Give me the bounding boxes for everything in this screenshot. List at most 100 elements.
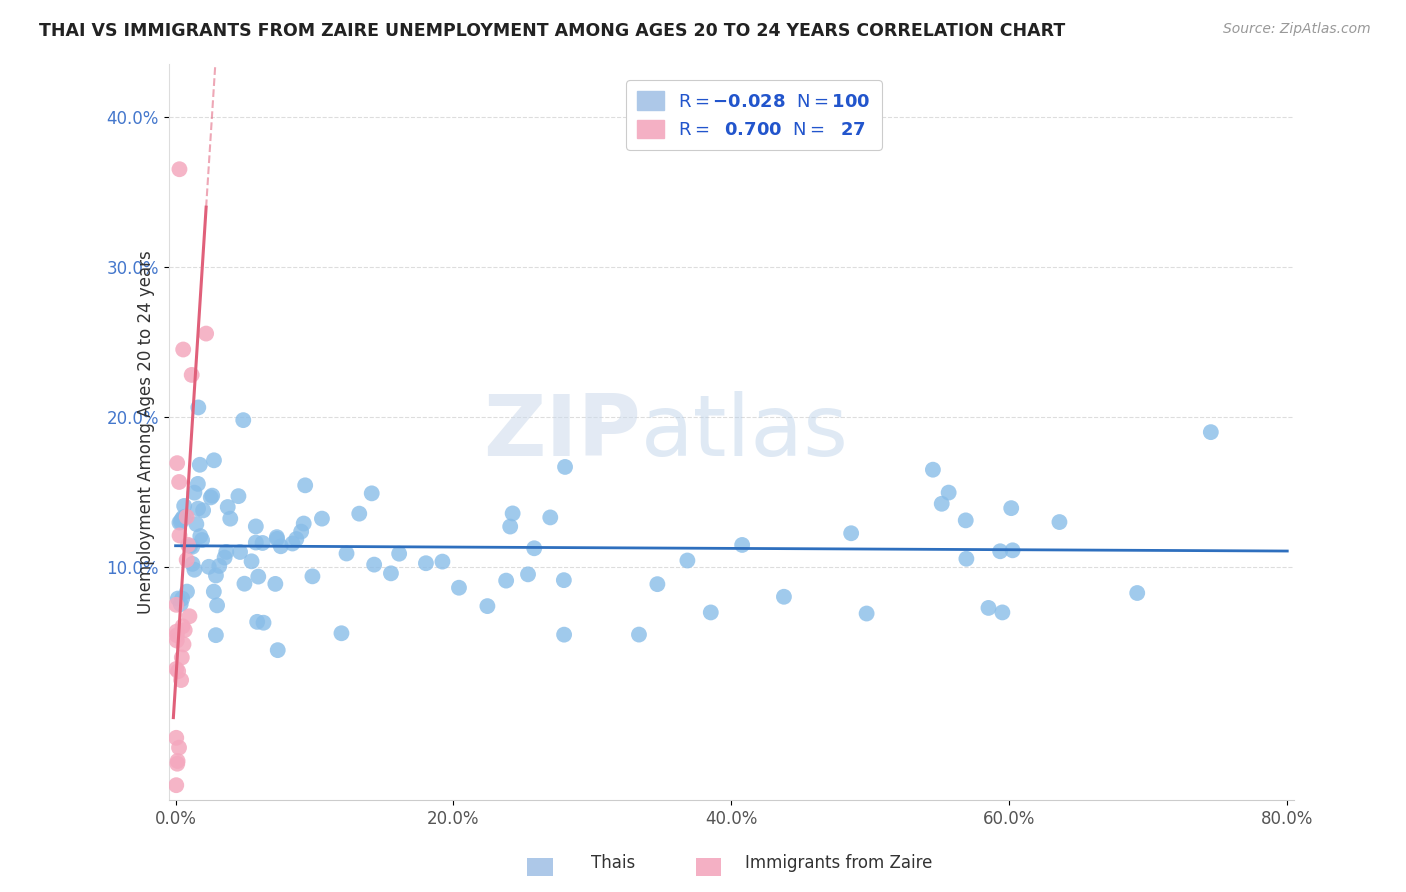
Point [181, 557, 204, 571]
Point [502, 507, 524, 521]
Point [270, 539, 292, 553]
Point [170, 673, 193, 687]
Point [180, 368, 202, 382]
Point [205, 599, 228, 613]
Point [166, 754, 188, 768]
Text: THAI VS IMMIGRANTS FROM ZAIRE UNEMPLOYMENT AMONG AGES 20 TO 24 YEARS CORRELATION: THAI VS IMMIGRANTS FROM ZAIRE UNEMPLOYME… [39, 22, 1066, 40]
Point [554, 459, 576, 474]
Text: atlas: atlas [641, 391, 849, 474]
Point [202, 453, 225, 467]
Point [647, 577, 669, 591]
Point [166, 628, 188, 642]
Point [499, 519, 522, 533]
Point [349, 507, 371, 521]
Point [294, 478, 316, 492]
Point [676, 553, 699, 567]
Point [991, 606, 1014, 620]
Point [179, 609, 201, 624]
Point [176, 553, 198, 567]
Point [174, 509, 197, 524]
Point [267, 643, 290, 657]
Point [167, 591, 190, 606]
Point [217, 500, 239, 514]
Point [172, 343, 194, 357]
Point [188, 529, 211, 543]
Point [166, 633, 188, 648]
Point [186, 517, 208, 532]
Point [176, 509, 198, 524]
Point [166, 456, 188, 470]
Point [495, 574, 517, 588]
Point [173, 637, 195, 651]
Point [977, 601, 1000, 615]
Point [181, 540, 204, 554]
Point [173, 499, 195, 513]
Point [187, 401, 209, 415]
Point [839, 526, 862, 541]
Point [988, 544, 1011, 558]
Point [266, 532, 288, 546]
Point [176, 584, 198, 599]
Point [179, 539, 201, 553]
Point [731, 538, 754, 552]
Point [205, 568, 228, 582]
Point [432, 555, 454, 569]
Point [166, 756, 188, 771]
Point [198, 559, 221, 574]
Y-axis label: Unemployment Among Ages 20 to 24 years: Unemployment Among Ages 20 to 24 years [136, 251, 155, 614]
Point [281, 536, 304, 550]
Point [187, 501, 209, 516]
Point [177, 538, 200, 552]
Point [380, 566, 402, 581]
Text: Immigrants from Zaire: Immigrants from Zaire [745, 855, 932, 872]
Point [201, 489, 224, 503]
Point [855, 607, 877, 621]
Point [955, 513, 977, 527]
Point [363, 558, 385, 572]
Point [931, 497, 953, 511]
Point [700, 606, 723, 620]
Point [170, 513, 193, 527]
Point [285, 532, 308, 546]
Point [264, 577, 287, 591]
Point [172, 591, 194, 606]
Point [173, 623, 195, 637]
Point [208, 558, 231, 573]
Point [229, 545, 252, 559]
Point [252, 536, 274, 550]
Point [246, 615, 269, 629]
Point [240, 554, 263, 568]
Point [292, 516, 315, 531]
Point [553, 573, 575, 587]
Point [955, 551, 977, 566]
Text: Source: ZipAtlas.com: Source: ZipAtlas.com [1223, 22, 1371, 37]
Point [245, 535, 267, 549]
Point [477, 599, 499, 613]
Point [215, 545, 238, 559]
Point [183, 485, 205, 500]
Point [311, 511, 333, 525]
Point [245, 519, 267, 533]
Point [1001, 543, 1024, 558]
Point [170, 597, 193, 611]
Point [166, 624, 188, 639]
Point [447, 581, 470, 595]
Point [1199, 425, 1222, 439]
Point [165, 778, 187, 792]
Point [773, 590, 796, 604]
Point [517, 567, 540, 582]
Point [165, 598, 187, 612]
Point [415, 556, 437, 570]
Point [627, 627, 650, 641]
Point [167, 740, 190, 755]
Point [219, 511, 242, 525]
Point [169, 162, 191, 177]
Text: Thais: Thais [591, 855, 634, 872]
Point [1049, 515, 1071, 529]
Point [183, 563, 205, 577]
Point [205, 628, 228, 642]
Point [252, 615, 274, 630]
Point [523, 541, 546, 556]
Legend: $\mathregular{R = }$$\mathbf{-0.028}$$\mathregular{\ \ N = }$$\mathbf{100}$, $\m: $\mathregular{R = }$$\mathbf{-0.028}$$\m… [626, 80, 882, 150]
Point [195, 326, 218, 341]
